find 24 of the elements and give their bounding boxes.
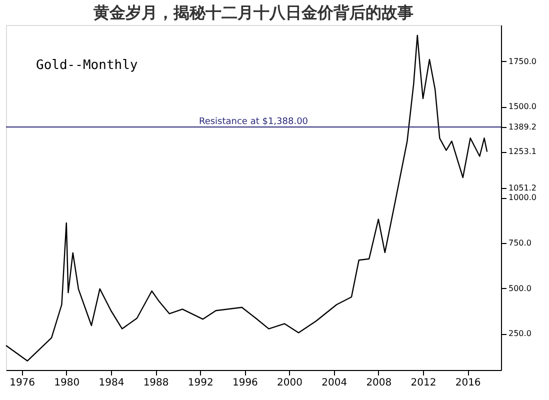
y-tick-label: 1500.0 [508,102,536,112]
y-tick-label: 1000.0 [508,193,536,202]
y-tick-label: 500.0 [508,284,532,293]
y-tick-label: 250.0 [508,329,532,338]
x-tick-label: 1980 [54,378,80,388]
x-tick-label: 1992 [188,378,214,388]
chart-title: 黄金岁月，揭秘十二月十八日金价背后的故事 [92,3,414,22]
x-tick-label: 2004 [322,378,348,388]
x-tick-label: 2008 [366,378,392,388]
ref-line-label: Resistance at $1,388.00 [198,117,308,128]
line-series [5,34,488,362]
x-tick-label: 2000 [277,378,302,388]
annotation: Gold--Monthly [36,58,138,73]
y-tick-label: 750.0 [508,238,532,248]
y-tick-label: 1051.2 [508,184,536,193]
y-tick-label: 1389.2 [508,122,536,132]
x-tick-label: 2016 [455,378,481,388]
x-tick-label: 1976 [10,378,36,388]
x-tick-label: 1984 [98,378,124,388]
y-tick-label: 1253.1 [508,147,536,156]
x-tick-label: 1988 [143,378,169,388]
x-tick-label: 2012 [410,378,436,388]
y-tick-label: 1750.0 [508,56,536,66]
x-tick-label: 1996 [232,378,258,388]
